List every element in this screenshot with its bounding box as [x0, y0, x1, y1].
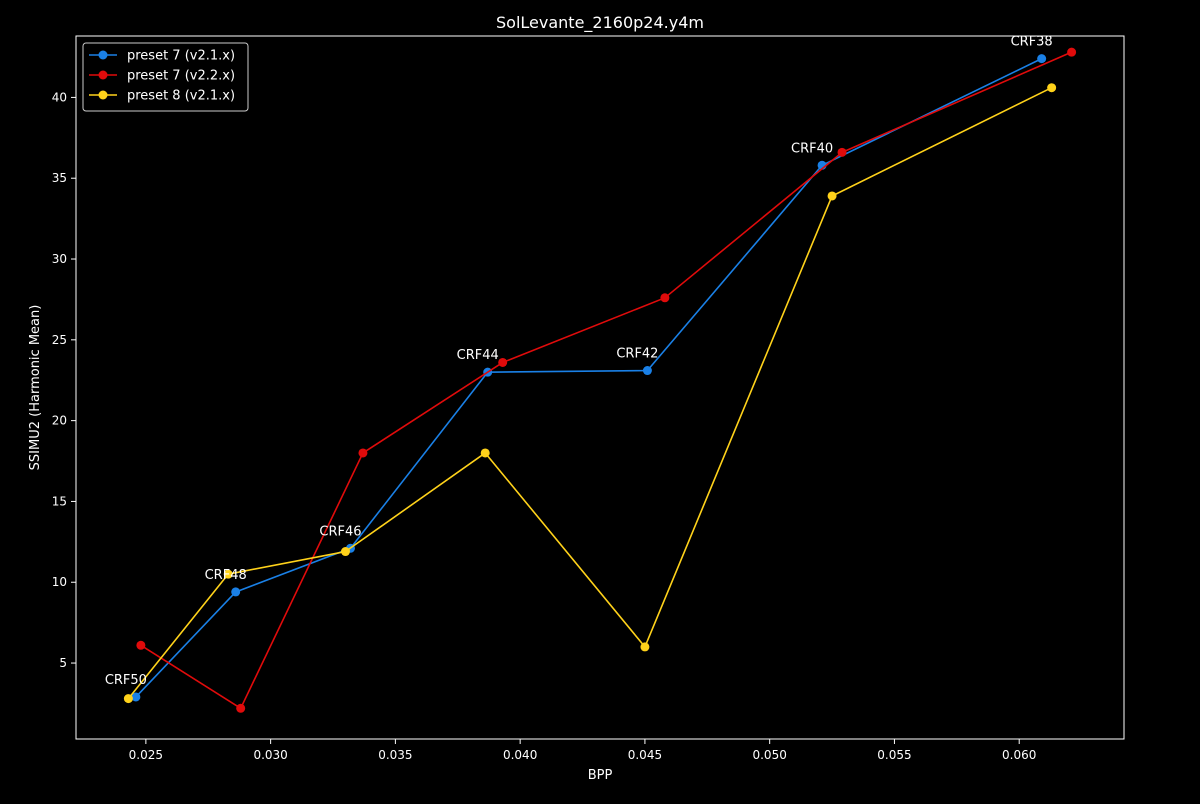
data-point: [1037, 54, 1047, 64]
data-point: [837, 147, 847, 157]
annotation-layer: CRF50 CRF48 CRF46 CRF44 CRF42 CRF40 CRF38: [105, 35, 1053, 688]
data-point: [136, 640, 146, 650]
y-tick-label: 25: [52, 333, 67, 347]
data-point: [640, 642, 650, 652]
data-point: [358, 448, 368, 458]
data-point: [660, 293, 670, 303]
annotation-label: CRF50: [105, 673, 147, 688]
x-tick-label: 0.040: [503, 748, 537, 762]
x-tick-label: 0.050: [752, 748, 786, 762]
data-point: [480, 448, 490, 458]
x-axis-ticks: 0.025 0.030 0.035 0.040 0.045 0.050 0.055 0.060: [129, 739, 1036, 762]
x-tick-label: 0.055: [877, 748, 911, 762]
y-axis-ticks: 5 10 15 20 25 30 35 40: [52, 90, 76, 670]
x-tick-label: 0.060: [1002, 748, 1036, 762]
legend-label: preset 7 (v2.2.x): [127, 69, 235, 84]
chart-title: SolLevante_2160p24.y4m: [496, 13, 704, 33]
x-tick-label: 0.025: [129, 748, 163, 762]
x-tick-label: 0.045: [628, 748, 662, 762]
data-point: [223, 569, 233, 579]
plot-area-frame: [75, 35, 1125, 740]
x-axis-label: BPP: [588, 768, 613, 783]
legend-box: [82, 42, 249, 112]
annotation-label: CRF42: [616, 347, 658, 362]
data-point: [231, 587, 241, 597]
annotation-label: CRF48: [205, 568, 247, 583]
x-tick-label: 0.030: [253, 748, 287, 762]
y-tick-label: 30: [52, 252, 67, 266]
legend-label: preset 7 (v2.1.x): [127, 49, 235, 64]
y-tick-label: 10: [52, 575, 67, 589]
y-tick-label: 40: [52, 90, 67, 104]
series-group: [123, 83, 1057, 704]
data-point: [827, 191, 837, 201]
annotation-label: CRF40: [791, 141, 833, 156]
annotation-label: CRF38: [1011, 35, 1053, 50]
series-layer: [123, 47, 1077, 713]
series-group: [136, 47, 1077, 713]
x-tick-label: 0.035: [378, 748, 412, 762]
legend: preset 7 (v2.1.x) preset 7 (v2.2.x) preset…: [82, 42, 249, 112]
data-point: [131, 692, 141, 702]
legend-marker: [98, 90, 108, 100]
annotation-label: CRF46: [319, 524, 361, 539]
data-point: [1047, 83, 1057, 93]
data-point: [1067, 47, 1077, 57]
data-point: [340, 547, 350, 557]
y-tick-label: 15: [52, 494, 67, 508]
data-point: [236, 703, 246, 713]
data-point: [498, 357, 508, 367]
y-tick-label: 5: [59, 656, 67, 670]
annotation-label: CRF44: [457, 348, 499, 363]
y-axis-label: SSIMU2 (Harmonic Mean): [28, 305, 43, 471]
legend-marker: [98, 70, 108, 80]
data-point: [642, 366, 652, 376]
legend-label: preset 8 (v2.1.x): [127, 89, 235, 104]
data-point: [123, 694, 133, 704]
y-tick-label: 35: [52, 171, 67, 185]
legend-marker: [98, 50, 108, 60]
y-tick-label: 20: [52, 414, 67, 428]
